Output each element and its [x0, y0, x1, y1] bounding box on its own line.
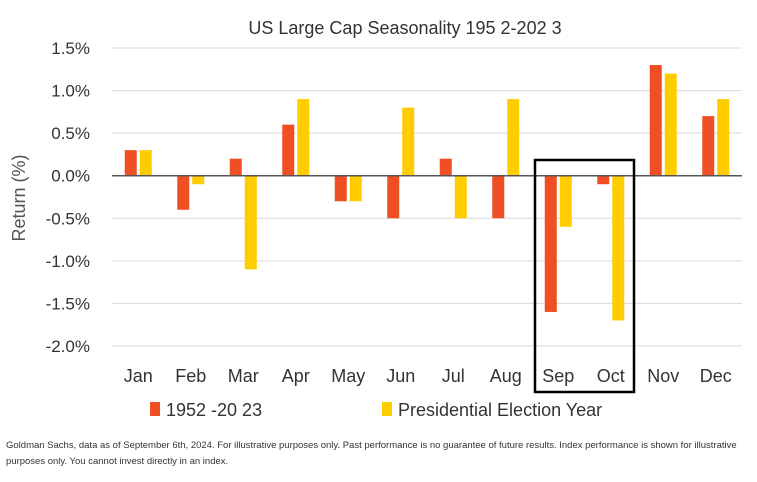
bar — [139, 150, 152, 176]
sep-oct-highlight-box — [533, 158, 636, 394]
chart-title: US Large Cap Seasonality 195 2-202 3 — [248, 18, 561, 38]
y-tick-label: -2.0% — [46, 337, 90, 356]
bars — [124, 65, 730, 321]
x-tick-label: Aug — [490, 366, 522, 386]
footnote: Goldman Sachs, data as of September 6th,… — [6, 440, 737, 467]
bar — [297, 99, 310, 176]
bar — [544, 175, 557, 312]
bar — [454, 175, 467, 219]
seasonality-bar-chart: US Large Cap Seasonality 195 2-202 3 Ret… — [9, 18, 742, 420]
x-tick-label: Mar — [228, 366, 259, 386]
bar — [334, 175, 347, 202]
bar — [664, 73, 677, 176]
x-tick-label: Nov — [647, 366, 679, 386]
x-tick-label: Apr — [282, 366, 310, 386]
y-tick-label: 0.0% — [51, 167, 90, 186]
y-tick-label: 1.0% — [51, 82, 90, 101]
y-tick-label: -0.5% — [46, 209, 90, 228]
bar — [649, 65, 662, 176]
x-tick-label: Jan — [124, 366, 153, 386]
bar — [612, 175, 625, 321]
x-axis-ticks: Jan Feb Mar Apr May Jun Jul Aug Sep Oct Nov Dec — [124, 366, 732, 386]
bar — [597, 175, 610, 185]
bar — [439, 158, 452, 176]
y-axis-ticks: 1.5% 1.0% 0.5% 0.0% -0.5% -1.0% -1.5% -2.0% — [46, 39, 90, 356]
legend-label: Presidential Election Year — [398, 400, 602, 420]
bar — [349, 175, 362, 202]
legend: 1952 -20 23 Presidential Election Year — [150, 400, 602, 420]
bar — [244, 175, 257, 270]
y-tick-label: 0.5% — [51, 124, 90, 143]
x-tick-label: Dec — [700, 366, 732, 386]
y-axis-label: Return (%) — [9, 154, 29, 241]
legend-swatch — [150, 402, 160, 416]
y-tick-label: -1.0% — [46, 252, 90, 271]
bar — [177, 175, 190, 210]
y-tick-label: -1.5% — [46, 294, 90, 313]
x-tick-label: Feb — [175, 366, 206, 386]
x-tick-label: Oct — [597, 366, 625, 386]
x-tick-label: Jul — [442, 366, 465, 386]
x-tick-label: Sep — [542, 366, 574, 386]
bar — [492, 175, 505, 219]
bar — [507, 99, 520, 176]
bar — [124, 150, 137, 176]
legend-swatch — [382, 402, 392, 416]
gridlines — [112, 47, 742, 347]
bar — [559, 175, 572, 227]
bar — [229, 158, 242, 176]
y-tick-label: 1.5% — [51, 39, 90, 58]
x-tick-label: May — [331, 366, 365, 386]
bar — [717, 99, 730, 176]
bar — [282, 124, 295, 176]
bar — [402, 107, 415, 176]
legend-label: 1952 -20 23 — [166, 400, 262, 420]
x-tick-label: Jun — [386, 366, 415, 386]
bar — [387, 175, 400, 219]
bar — [192, 175, 205, 185]
bar — [702, 116, 715, 176]
